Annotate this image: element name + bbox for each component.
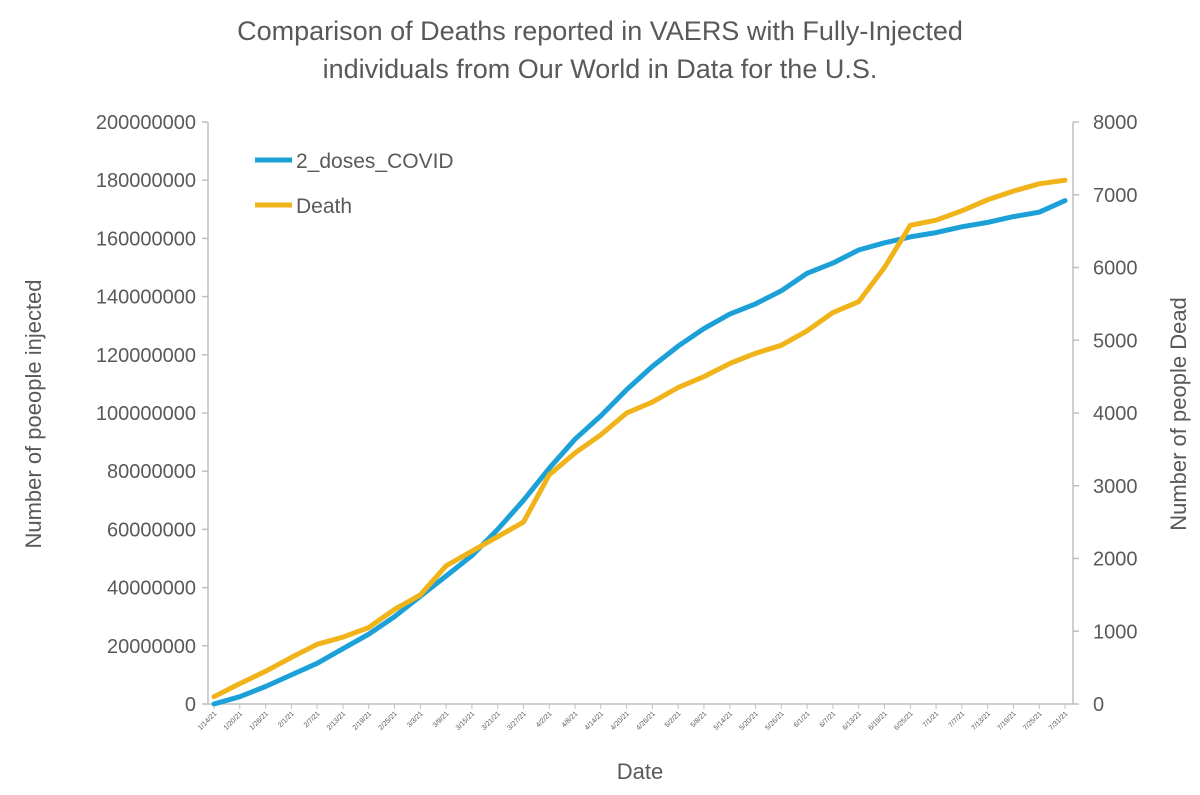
x-tick-label: 7/1/21: [922, 710, 941, 729]
left-tick-label: 80000000: [107, 461, 196, 483]
left-tick-label: 40000000: [107, 578, 196, 600]
x-tick-label: 2/7/21: [303, 710, 322, 729]
series-line-2-doses-covid: [211, 198, 1068, 707]
right-tick-label: 6000: [1093, 258, 1138, 280]
x-axis-ticks: 1/14/21 1/20/21 1/26/21 2/1/21 2/7/21 2/13/21…: [197, 704, 1070, 732]
x-tick-label: 2/19/21: [352, 710, 374, 732]
x-tick-label: 6/1/21: [793, 710, 812, 729]
x-tick-label: 4/8/21: [561, 710, 580, 729]
left-tick-label: 140000000: [96, 287, 196, 309]
x-tick-label: 3/15/21: [455, 710, 477, 732]
legend-label-death: Death: [296, 195, 352, 218]
x-tick-label: 6/7/21: [819, 710, 838, 729]
right-tick-label: 5000: [1093, 330, 1138, 352]
left-tick-label: 160000000: [96, 228, 196, 250]
left-tick-label: 180000000: [96, 170, 196, 192]
right-tick-label: 3000: [1093, 476, 1138, 498]
x-tick-label: 7/19/21: [996, 710, 1018, 732]
x-axis-title: Date: [617, 759, 663, 784]
chart-title-line-2: individuals from Our World in Data for t…: [322, 54, 878, 84]
left-axis-title: Number of poeople injected: [21, 279, 46, 548]
right-tick-label: 2000: [1093, 549, 1138, 571]
x-tick-label: 5/8/21: [690, 710, 709, 729]
left-tick-label: 120000000: [96, 345, 196, 367]
series-lines: [211, 177, 1068, 707]
x-tick-label: 7/7/21: [948, 710, 967, 729]
left-tick-label: 0: [185, 694, 196, 716]
right-tick-label: 0: [1093, 694, 1104, 716]
x-tick-label: 5/26/21: [764, 710, 786, 732]
chart-title-line-1: Comparison of Deaths reported in VAERS w…: [237, 16, 963, 46]
x-tick-label: 6/19/21: [867, 710, 889, 732]
chart-title: Comparison of Deaths reported in VAERS w…: [0, 12, 1200, 88]
x-tick-label: 3/21/21: [481, 710, 503, 732]
right-tick-label: 1000: [1093, 621, 1138, 643]
x-tick-label: 3/9/21: [432, 710, 451, 729]
left-tick-label: 60000000: [107, 519, 196, 541]
x-tick-label: 1/20/21: [223, 710, 245, 732]
x-tick-label: 3/3/21: [406, 710, 425, 729]
x-tick-label: 4/2/21: [535, 710, 554, 729]
x-tick-label: 1/14/21: [197, 710, 219, 732]
right-axis-title: Number of people Dead: [1166, 297, 1191, 531]
x-tick-label: 3/27/21: [506, 710, 528, 732]
x-tick-label: 4/26/21: [635, 710, 657, 732]
left-tick-label: 100000000: [96, 403, 196, 425]
x-tick-label: 2/25/21: [377, 710, 399, 732]
right-tick-label: 8000: [1093, 112, 1138, 134]
x-tick-label: 2/13/21: [326, 710, 348, 732]
x-tick-label: 1/26/21: [249, 710, 271, 732]
series-line-death: [211, 177, 1068, 700]
x-tick-label: 4/20/21: [610, 710, 632, 732]
x-tick-label: 7/13/21: [971, 710, 993, 732]
x-tick-label: 7/25/21: [1022, 710, 1044, 732]
x-tick-label: 6/25/21: [893, 710, 915, 732]
left-axis-ticks: 0 20000000 40000000 60000000 80000000 1000000…: [96, 112, 208, 716]
x-tick-label: 7/31/21: [1048, 710, 1070, 732]
x-tick-label: 6/13/21: [842, 710, 864, 732]
left-tick-label: 200000000: [96, 112, 196, 134]
x-tick-label: 4/14/21: [584, 710, 606, 732]
right-axis-ticks: 0 1000 2000 3000 4000 5000 6000 7000 8000: [1073, 112, 1138, 716]
left-tick-label: 20000000: [107, 636, 196, 658]
chart-legend: 2_doses_COVID Death: [255, 150, 454, 218]
legend-label-2-doses-covid: 2_doses_COVID: [296, 150, 454, 173]
x-tick-label: 2/1/21: [277, 710, 296, 729]
x-tick-label: 5/14/21: [713, 710, 735, 732]
x-tick-label: 5/20/21: [738, 710, 760, 732]
right-tick-label: 4000: [1093, 403, 1138, 425]
x-tick-label: 5/2/21: [664, 710, 683, 729]
right-tick-label: 7000: [1093, 185, 1138, 207]
